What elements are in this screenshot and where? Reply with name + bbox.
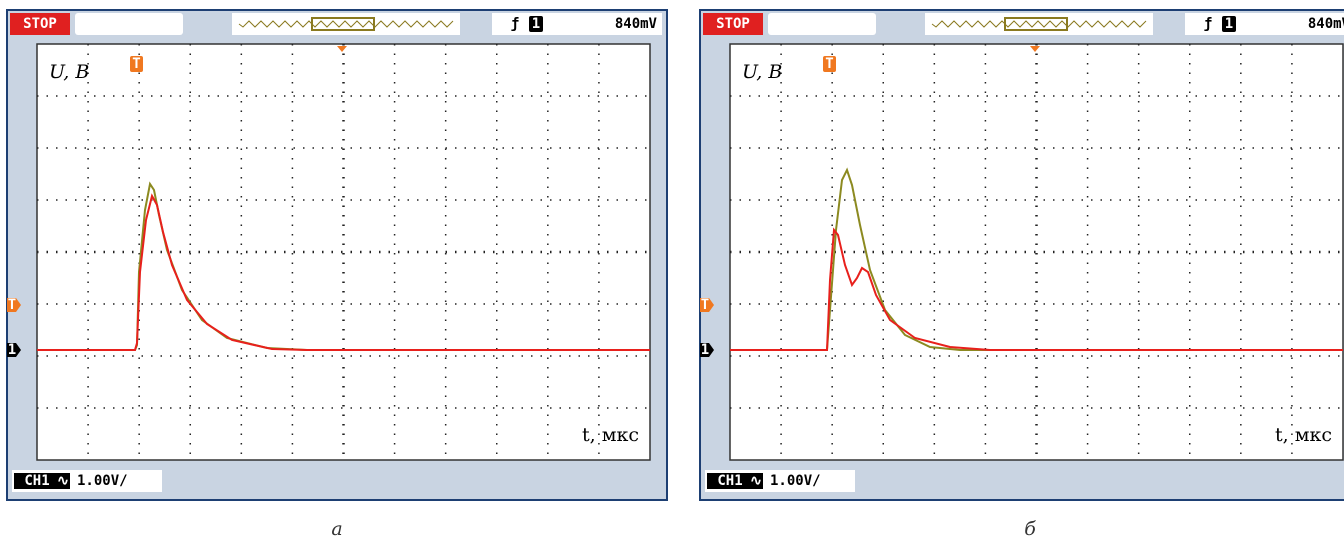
trigger-level: 840mV bbox=[1308, 16, 1344, 32]
x-axis-label: t, мкс bbox=[1275, 424, 1332, 446]
edge-icon: ƒ bbox=[511, 16, 519, 32]
coupling-icon: ∿ bbox=[57, 473, 69, 489]
status: STOP bbox=[23, 16, 57, 32]
scale: 1.00V/ bbox=[77, 473, 128, 489]
screen bbox=[730, 44, 1343, 460]
y-axis-label: U, В bbox=[49, 61, 89, 83]
edge-icon: ƒ bbox=[1204, 16, 1212, 32]
trigger-channel: 1 bbox=[532, 16, 540, 32]
coupling-icon: ∿ bbox=[750, 473, 762, 489]
trigger-level: 840mV bbox=[615, 16, 658, 32]
x-axis-label: t, мкс bbox=[582, 424, 639, 446]
channel: CH1 bbox=[717, 473, 742, 489]
info-box bbox=[75, 13, 183, 35]
y-axis-label: U, В bbox=[742, 61, 782, 83]
channel: CH1 bbox=[24, 473, 49, 489]
trigger-icon-label: T bbox=[825, 56, 833, 72]
channel-marker-label: 1 bbox=[8, 342, 16, 358]
info-box bbox=[768, 13, 876, 35]
figure: STOPƒ1840mVTT1U, Вt, мксCH1∿1.00V/аSTOPƒ… bbox=[0, 0, 1344, 542]
channel-marker-label: 1 bbox=[701, 342, 709, 358]
trigger-level-label: T bbox=[701, 297, 709, 313]
status: STOP bbox=[716, 16, 750, 32]
trigger-level-label: T bbox=[8, 297, 16, 313]
caption: б bbox=[1024, 518, 1036, 540]
scale: 1.00V/ bbox=[770, 473, 821, 489]
trigger-icon-label: T bbox=[132, 56, 140, 72]
trigger-channel: 1 bbox=[1225, 16, 1233, 32]
screen bbox=[37, 44, 650, 460]
caption: а bbox=[331, 518, 342, 540]
